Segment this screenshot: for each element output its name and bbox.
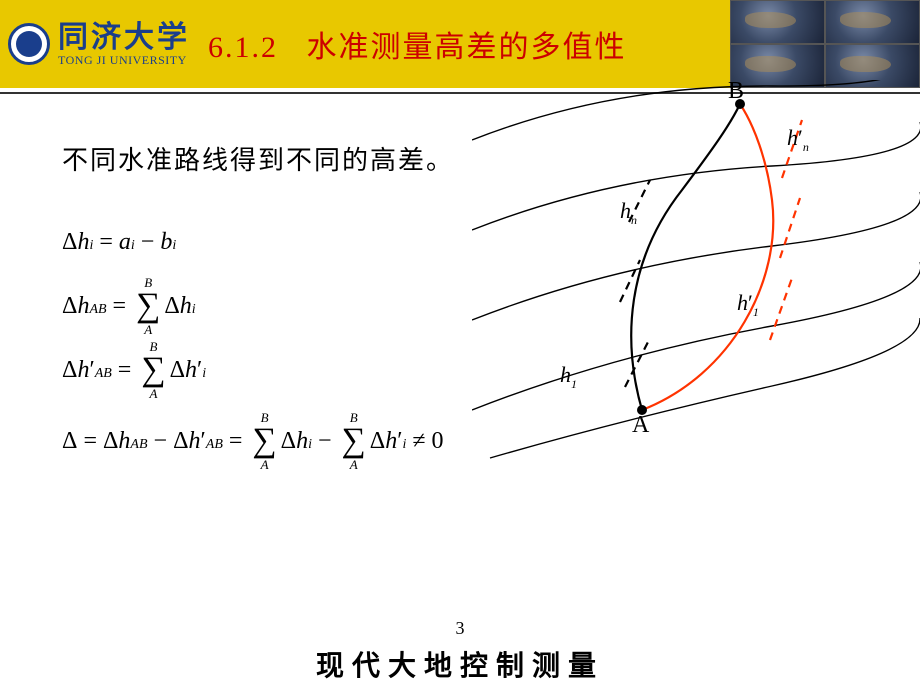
sigma-icon: B ∑ A — [141, 340, 165, 400]
globe-decoration — [730, 0, 920, 88]
logo-area: 同济大学 TONG JI UNIVERSITY — [0, 21, 190, 67]
university-logo — [8, 23, 50, 65]
sigma-icon: B ∑ A — [342, 411, 366, 471]
path-red — [642, 104, 773, 410]
label-b: B — [728, 80, 744, 104]
label-hn-prime: h′n — [787, 125, 809, 154]
university-name-en: TONG JI UNIVERSITY — [58, 54, 190, 67]
formula-block: Δhi = ai − bi ΔhAB = B ∑ A Δhi Δh′AB = B… — [62, 210, 444, 480]
formula-1: Δhi = ai − bi — [62, 210, 444, 274]
slide-number: 3 — [456, 618, 465, 639]
section-title: 6.1.2 水准测量高差的多值性 — [208, 22, 627, 66]
label-h1: h1 — [560, 362, 577, 391]
globe-icon — [730, 0, 825, 44]
section-number: 6.1.2 — [208, 31, 278, 64]
path-black — [631, 104, 740, 410]
label-h1-prime: h′1 — [737, 290, 759, 319]
globe-icon — [825, 0, 920, 44]
formula-3: Δh′AB = B ∑ A Δh′i — [62, 338, 444, 402]
leveling-diagram: B A h1 hn h′1 h′n — [472, 80, 920, 460]
label-a: A — [632, 412, 650, 438]
logo-inner — [16, 31, 42, 57]
formula-2: ΔhAB = B ∑ A Δhi — [62, 274, 444, 338]
dash-red — [770, 120, 802, 340]
course-title: 现代大地控制测量 — [316, 644, 604, 684]
header-bar: 同济大学 TONG JI UNIVERSITY 6.1.2 水准测量高差的多值性 — [0, 0, 920, 88]
level-surfaces — [472, 80, 920, 458]
intro-text: 不同水准路线得到不同的高差。 — [62, 140, 454, 177]
section-heading: 水准测量高差的多值性 — [307, 31, 627, 64]
university-name-cn: 同济大学 — [58, 21, 190, 54]
formula-4: Δ = ΔhAB − Δh′AB = B ∑ A Δhi − B ∑ A Δh′… — [62, 402, 444, 480]
university-name-block: 同济大学 TONG JI UNIVERSITY — [58, 21, 190, 67]
sigma-icon: B ∑ A — [136, 276, 160, 336]
sigma-icon: B ∑ A — [252, 411, 276, 471]
label-hn: hn — [620, 198, 637, 227]
